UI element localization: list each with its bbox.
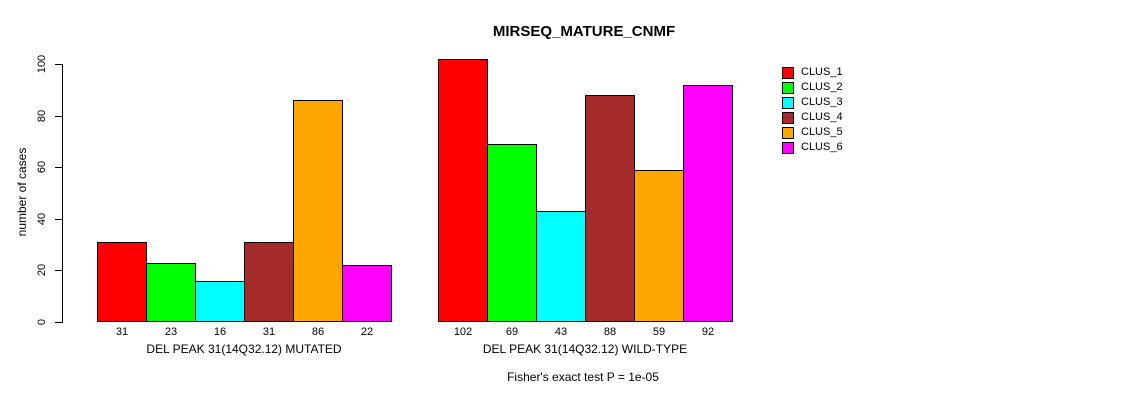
legend-label: CLUS_5: [801, 126, 843, 138]
legend-label: CLUS_6: [801, 141, 843, 153]
y-axis-tick: [55, 115, 62, 117]
bar-value-label: 31: [115, 326, 129, 338]
y-axis-tick-label: 60: [36, 161, 48, 174]
legend-swatch-clus_3: [782, 97, 794, 109]
bar-value-label: 31: [262, 326, 276, 338]
y-axis-tick: [55, 218, 62, 220]
bar-value-label: 59: [652, 326, 666, 338]
group-label-mutated: DEL PEAK 31(14Q32.12) MUTATED: [146, 342, 342, 356]
bar-clus_4: [244, 242, 294, 322]
bar-value-label: 16: [213, 326, 227, 338]
bar-value-label: 88: [603, 326, 617, 338]
bar-clus_1: [97, 242, 147, 322]
y-axis-label: number of cases: [15, 147, 29, 237]
bar-value-label: 69: [505, 326, 519, 338]
legend-swatch-clus_4: [782, 112, 794, 124]
y-axis-line: [62, 64, 63, 323]
y-axis-tick: [55, 167, 62, 169]
chart-title: MIRSEQ_MATURE_CNMF: [492, 23, 676, 40]
bar-value-label: 22: [360, 326, 374, 338]
y-axis-tick: [55, 322, 62, 323]
y-axis-tick-label: 80: [36, 109, 48, 122]
y-axis-tick-label: 0: [36, 318, 48, 326]
legend-label: CLUS_1: [801, 66, 843, 78]
y-axis-tick: [55, 64, 62, 65]
bar-clus_5: [293, 100, 343, 322]
bar-value-label: 86: [311, 326, 325, 338]
legend-label: CLUS_3: [801, 96, 843, 108]
group-label-wildtype: DEL PEAK 31(14Q32.12) WILD-TYPE: [482, 342, 688, 356]
bar-clus_1: [438, 59, 488, 322]
bar-clus_2: [487, 144, 537, 322]
bar-clus_5: [634, 170, 684, 322]
bar-value-label: 102: [453, 326, 473, 338]
bar-value-label: 23: [164, 326, 178, 338]
bar-value-label: 43: [554, 326, 568, 338]
legend-label: CLUS_2: [801, 81, 843, 93]
bar-clus_6: [683, 85, 733, 322]
bar-clus_3: [536, 211, 586, 322]
bar-clus_6: [342, 265, 392, 322]
y-axis-tick-label: 20: [36, 264, 48, 277]
bar-value-label: 92: [701, 326, 715, 338]
legend-swatch-clus_2: [782, 82, 794, 94]
legend-swatch-clus_6: [782, 142, 794, 154]
bar-clus_4: [585, 95, 635, 322]
legend-swatch-clus_5: [782, 127, 794, 139]
legend-label: CLUS_4: [801, 111, 843, 123]
bar-clus_3: [195, 281, 245, 322]
y-axis-tick-label: 100: [36, 54, 48, 74]
y-axis-tick: [55, 270, 62, 272]
y-axis-tick-label: 40: [36, 212, 48, 225]
legend-swatch-clus_1: [782, 67, 794, 79]
fisher-test-annotation: Fisher's exact test P = 1e-05: [507, 370, 659, 384]
bar-clus_2: [146, 263, 196, 322]
